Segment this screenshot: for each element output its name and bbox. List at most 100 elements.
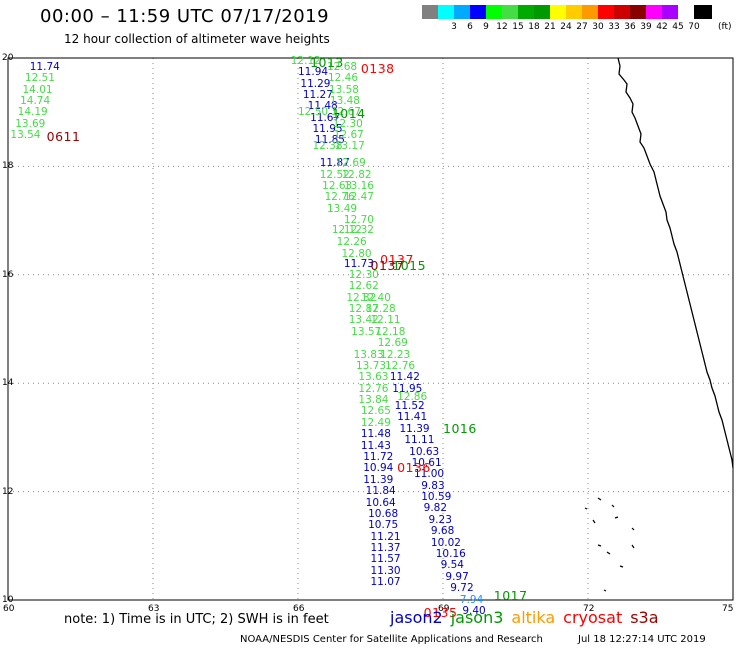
wave-height-value: 9.97 [445, 570, 469, 583]
wave-height-value: 10.16 [435, 548, 466, 560]
wave-height-value: 12.67 [330, 106, 361, 119]
wave-height-value: 9.82 [423, 502, 448, 515]
lat-tick-label: 16 [2, 269, 14, 280]
wave-height-value: 9.72 [450, 582, 474, 595]
wave-height-value: 12.47 [343, 191, 374, 204]
scale-label: 21 [544, 22, 556, 32]
wave-height-value: 9.40 [462, 604, 486, 617]
wave-height-value: 12.12 [331, 224, 362, 237]
wave-height-value: 12.76 [385, 359, 416, 372]
scale-swatch [614, 5, 632, 19]
scale-swatch [598, 5, 616, 19]
scale-swatch [566, 5, 584, 19]
scale-swatch [646, 5, 664, 19]
wave-height-value: 12.50 [298, 106, 329, 119]
wave-height-value: 12.52 [319, 168, 350, 181]
wave-height-value: 12.12 [290, 54, 321, 67]
wave-height-value: 14.74 [20, 94, 51, 107]
satellite-legend-cryosat: cryosat [563, 608, 623, 627]
scale-label: 70 [688, 22, 700, 32]
wave-height-value: 11.41 [397, 411, 428, 424]
wave-height-value: 12.76 [324, 191, 355, 204]
wave-height-value: 12.32 [343, 224, 374, 237]
scale-swatch [454, 5, 472, 19]
scale-swatch [470, 5, 488, 19]
satellite-legend-s3a: s3a [630, 608, 659, 627]
map-frame [7, 57, 734, 601]
wave-height-value: 12.65 [360, 405, 391, 418]
wave-height-value: 10.94 [363, 462, 394, 475]
pass-time-label: 1015 [392, 257, 427, 273]
scale-label: 12 [496, 22, 508, 32]
wave-height-value: 13.63 [358, 371, 389, 384]
pass-time-label: 0137 [380, 251, 414, 267]
wave-height-value: 12.62 [348, 280, 379, 293]
lat-tick-label: 10 [2, 595, 14, 605]
wave-height-value: 11.48 [360, 428, 391, 441]
wave-height-value: 11.39 [363, 473, 394, 486]
scale-swatch [550, 5, 568, 19]
scale-swatch [678, 5, 696, 19]
wave-height-value: 12.40 [360, 291, 391, 304]
wave-height-value: 12.38 [312, 140, 343, 153]
scale-label: 42 [656, 22, 668, 32]
lon-tick-label: 72 [583, 604, 595, 614]
wave-height-value: 12.18 [375, 325, 406, 338]
wave-height-value: 11.57 [370, 553, 401, 566]
wave-height-value: 10.61 [411, 456, 442, 469]
pass-time-label: 1013 [310, 54, 344, 70]
wave-height-value: 12.30 [348, 268, 379, 281]
wave-height-value: 10.68 [368, 507, 399, 520]
scale-swatch [582, 5, 600, 19]
wave-height-value: 10.59 [421, 491, 452, 504]
pass-time-label: 0137 [370, 257, 405, 273]
scale-label: 18 [528, 22, 540, 32]
wave-height-value: 12.32 [346, 291, 377, 304]
scale-label: 27 [576, 22, 588, 32]
pass-time-label: 1014 [331, 106, 366, 122]
lat-tick-label: 12 [2, 486, 14, 497]
scale-swatch [534, 5, 552, 19]
scale-label: 39 [640, 22, 652, 32]
scale-swatch [438, 5, 456, 19]
wave-height-value: 13.83 [353, 348, 384, 361]
wave-height-value: 13.49 [327, 202, 358, 215]
wave-height-value: 12.86 [397, 391, 428, 404]
wave-height-value: 9.68 [430, 525, 455, 538]
wave-height-value: 11.95 [312, 123, 343, 136]
wave-height-value: 11.11 [404, 434, 435, 447]
wave-height-value: 13.84 [358, 394, 389, 407]
wave-height-value: 11.85 [314, 134, 345, 147]
credit-line: NOAA/NESDIS Center for Satellite Applica… [240, 634, 543, 645]
wave-height-value: 12.26 [336, 236, 367, 249]
scale-label: 15 [512, 22, 524, 32]
scale-swatch [518, 5, 536, 19]
wave-height-value: 11.67 [310, 111, 341, 124]
scale-label: 45 [672, 22, 684, 32]
satellite-legend-jason2: jason2 [390, 608, 443, 627]
wave-height-value: 12.69 [377, 337, 408, 350]
wave-height-value: 11.21 [370, 530, 401, 543]
wave-height-value: 11.74 [29, 60, 60, 73]
wave-height-value: 11.00 [414, 468, 445, 481]
wave-height-value: 14.01 [22, 83, 53, 96]
wave-height-value: 10.75 [368, 519, 399, 532]
scale-label: 9 [483, 22, 489, 32]
footnote: note: 1) Time is in UTC; 2) SWH is in fe… [64, 612, 329, 627]
wave-height-value: 9.54 [440, 559, 464, 572]
lat-lon-grid [8, 58, 733, 600]
lon-tick-label: 69 [438, 604, 450, 614]
wave-height-value: 12.87 [348, 303, 379, 316]
wave-height-value: 12.11 [370, 314, 401, 327]
wave-height-value: 14.19 [17, 106, 48, 119]
wave-height-value: 12.68 [327, 60, 358, 73]
lon-tick-label: 75 [722, 604, 734, 614]
wave-height-value: 11.27 [302, 88, 333, 101]
lon-tick-label: 60 [3, 604, 15, 614]
scale-swatch [662, 5, 680, 19]
pass-time-label: 1016 [443, 420, 477, 436]
wave-height-value: 13.58 [328, 83, 359, 96]
scale-label: 36 [624, 22, 636, 32]
lat-tick-label: 18 [2, 161, 14, 172]
satellite-legend-altika: altika [511, 608, 556, 627]
